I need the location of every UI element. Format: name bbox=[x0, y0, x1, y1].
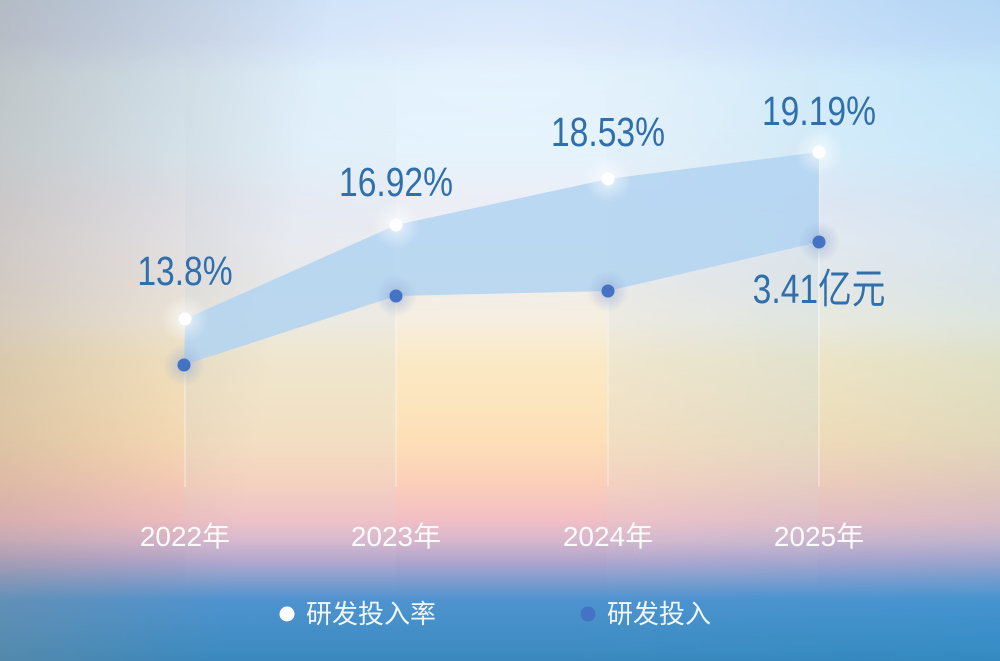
svg-text:13.8%: 13.8% bbox=[137, 248, 232, 294]
svg-text:2022年: 2022年 bbox=[140, 521, 230, 552]
svg-text:3.41亿元: 3.41亿元 bbox=[753, 266, 886, 312]
svg-text:19.19%: 19.19% bbox=[762, 88, 876, 134]
svg-text:研发投入率: 研发投入率 bbox=[306, 599, 436, 629]
svg-text:2025年: 2025年 bbox=[774, 521, 864, 552]
svg-text:18.53%: 18.53% bbox=[551, 109, 665, 155]
svg-text:研发投入: 研发投入 bbox=[607, 599, 711, 629]
svg-text:2023年: 2023年 bbox=[351, 521, 441, 552]
svg-text:2024年: 2024年 bbox=[563, 521, 653, 552]
svg-text:16.92%: 16.92% bbox=[339, 159, 453, 205]
